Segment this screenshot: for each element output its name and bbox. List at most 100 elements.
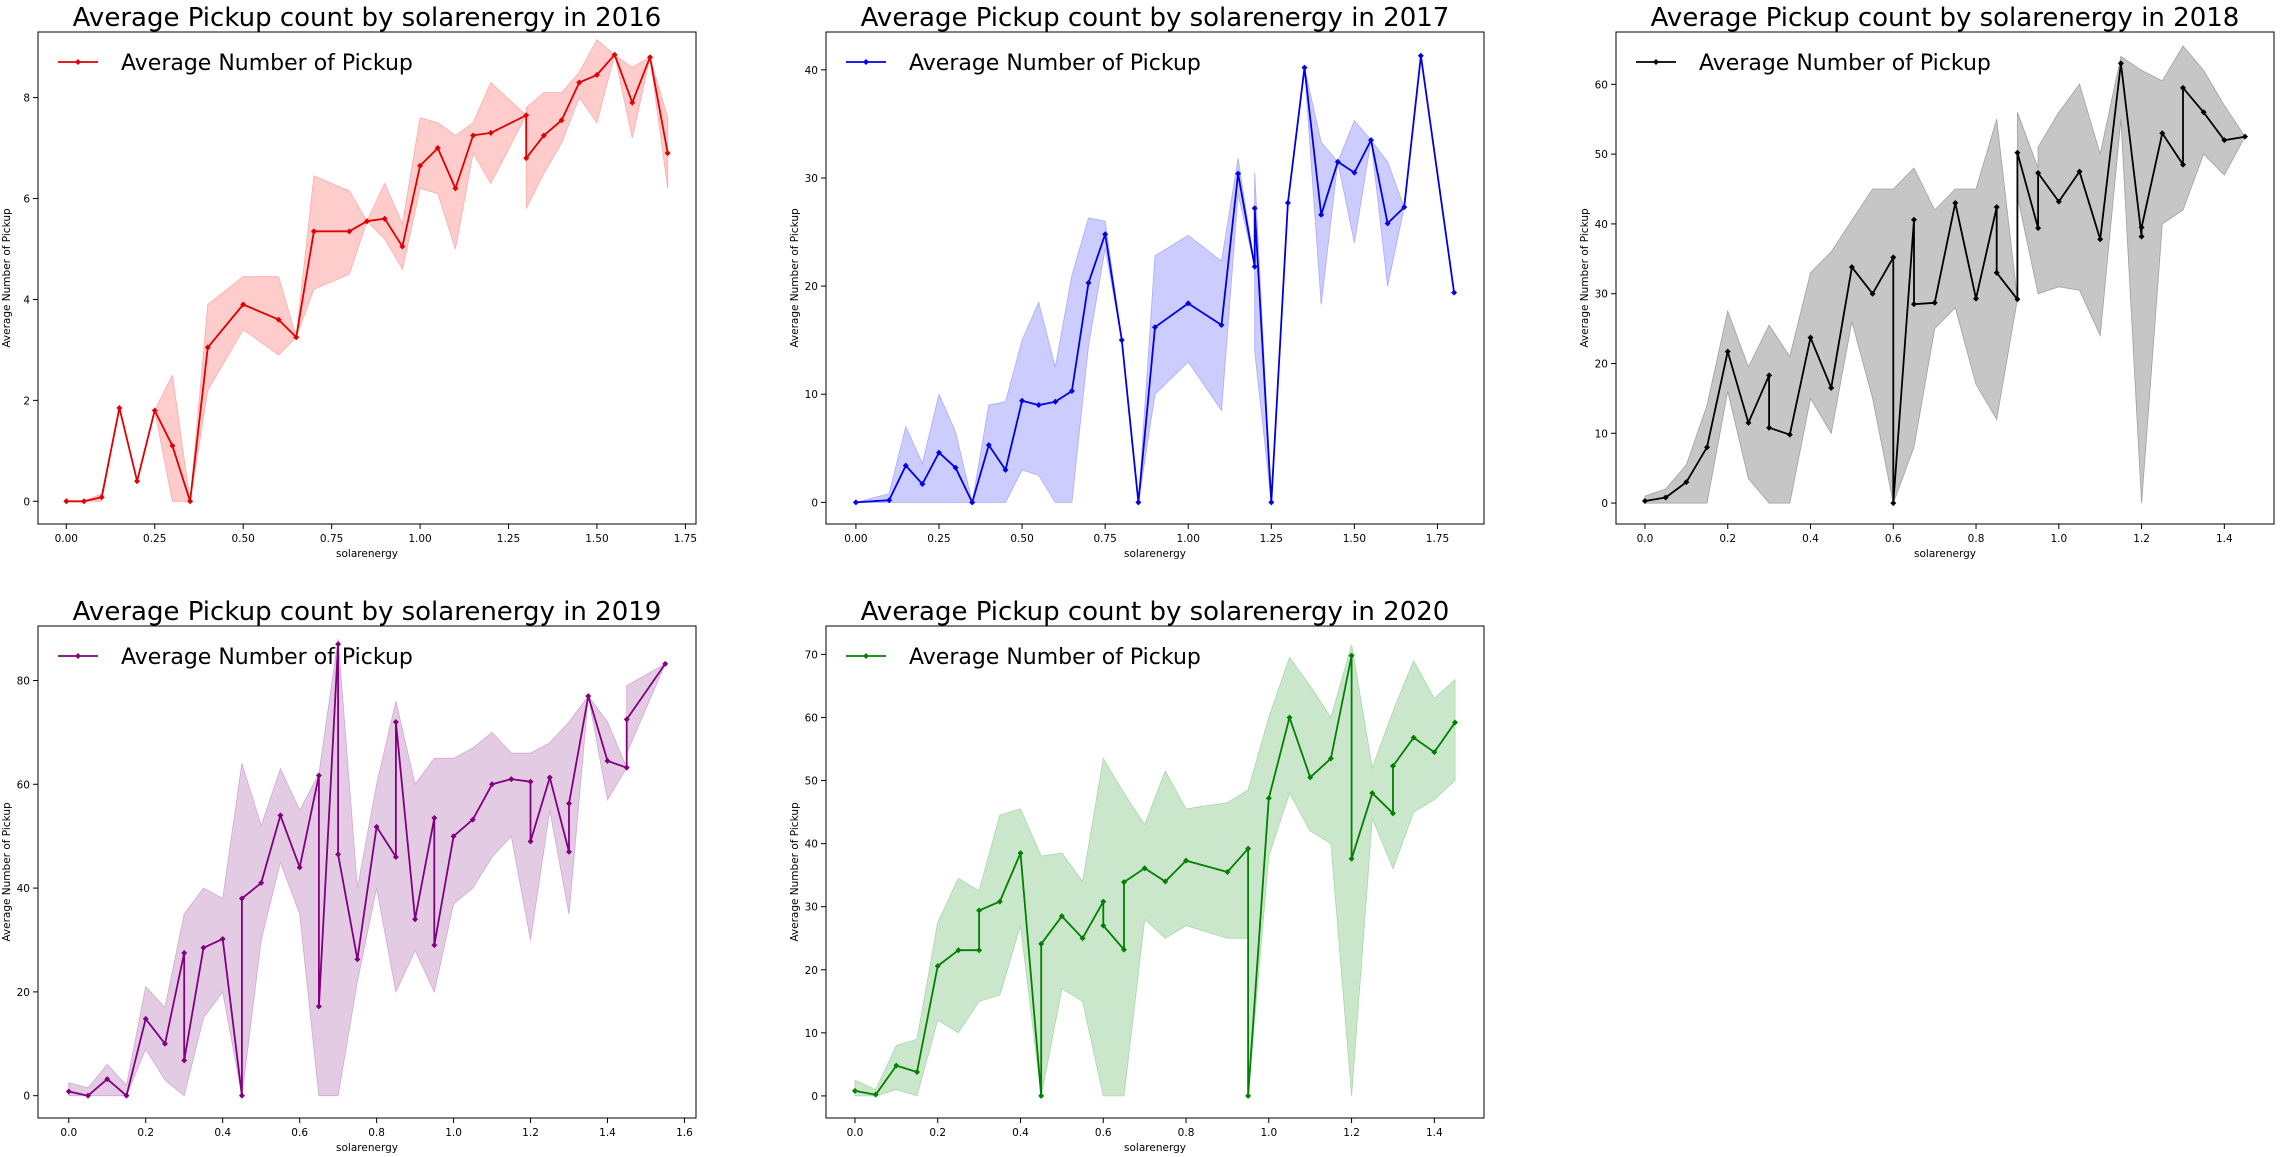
data-point xyxy=(914,1068,921,1075)
x-tick-label: 0.00 xyxy=(844,533,867,545)
y-tick-label: 30 xyxy=(1595,289,1608,301)
data-point xyxy=(585,693,592,700)
data-point xyxy=(2097,236,2104,243)
data-point xyxy=(1451,289,1458,296)
data-point xyxy=(417,162,424,169)
x-tick-label: 1.00 xyxy=(408,533,431,545)
data-point xyxy=(2035,225,2042,232)
confidence-band xyxy=(1644,45,2246,505)
data-point xyxy=(123,1092,130,1099)
x-tick-label: 1.25 xyxy=(497,533,520,545)
y-axis-label: Average Number of Pickup xyxy=(1,208,13,348)
data-point xyxy=(277,812,284,819)
data-point xyxy=(1766,424,1773,431)
data-point xyxy=(161,1040,168,1047)
x-tick-label: 1.50 xyxy=(585,533,608,545)
y-tick-label: 20 xyxy=(805,281,818,293)
data-point xyxy=(1218,322,1225,329)
data-point xyxy=(187,498,194,505)
data-point xyxy=(315,1003,322,1010)
y-axis-label: Average Number of Pickup xyxy=(1579,208,1591,348)
data-point xyxy=(1327,755,1334,762)
data-point xyxy=(1910,216,1917,223)
x-tick-label: 0.4 xyxy=(214,1127,231,1139)
y-axis-label: Average Number of Pickup xyxy=(1,802,13,942)
data-point xyxy=(935,449,942,456)
data-point xyxy=(1683,479,1690,486)
y-tick-label: 20 xyxy=(17,987,30,999)
data-point xyxy=(80,498,87,505)
data-point xyxy=(1401,204,1408,211)
data-point xyxy=(2014,296,2021,303)
y-tick-label: 80 xyxy=(17,675,30,687)
x-axis-label: solarenergy xyxy=(1124,548,1186,560)
series-line xyxy=(855,54,1455,504)
x-tick-label: 1.0 xyxy=(1260,1127,1277,1139)
x-tick-label: 1.4 xyxy=(1426,1127,1443,1139)
data-point xyxy=(1389,763,1396,770)
legend-marker xyxy=(75,59,81,65)
data-point xyxy=(2014,149,2021,156)
data-point xyxy=(527,838,534,845)
data-point xyxy=(1890,500,1897,507)
y-tick-label: 0 xyxy=(811,497,818,509)
data-point xyxy=(450,833,457,840)
x-axis-label: solarenergy xyxy=(336,548,398,560)
data-point xyxy=(1100,898,1107,905)
axes-frame xyxy=(1615,31,2275,525)
subplot-2016: 0.00 0.25 0.50 0.75 1.00 1.25 1.50 1.75 0 2 4 6 8 Ave… xyxy=(1,3,697,560)
data-point xyxy=(976,907,983,914)
subplot-2017: 0.00 0.25 0.50 0.75 1.00 1.25 1.50 1.75 0 10 20 30 4… xyxy=(789,3,1485,560)
data-point xyxy=(293,334,300,341)
data-point xyxy=(1410,734,1417,741)
x-tick-label: 0.8 xyxy=(1178,1127,1195,1139)
data-point xyxy=(238,1092,245,1099)
data-point xyxy=(1993,204,2000,211)
x-tick-label: 0.0 xyxy=(847,1127,864,1139)
x-tick-label: 0.6 xyxy=(1885,533,1902,545)
y-tick-label: 10 xyxy=(1595,428,1608,440)
y-tick-label: 20 xyxy=(805,965,818,977)
data-point xyxy=(434,145,441,152)
y-tick-label: 60 xyxy=(1595,79,1608,91)
data-point xyxy=(952,464,959,471)
data-point xyxy=(240,301,247,308)
data-point xyxy=(902,462,909,469)
data-point xyxy=(919,480,926,487)
data-point xyxy=(1389,810,1396,817)
data-point xyxy=(1058,913,1065,920)
x-tick-label: 0.25 xyxy=(143,533,166,545)
legend-label: Average Number of Pickup xyxy=(1699,51,1991,76)
y-tick-label: 60 xyxy=(17,779,30,791)
data-point xyxy=(508,776,515,783)
data-point xyxy=(1431,749,1438,756)
data-point xyxy=(1351,169,1358,176)
x-tick-label: 1.00 xyxy=(1177,533,1200,545)
x-tick-label: 0.6 xyxy=(1095,1127,1112,1139)
data-point xyxy=(1038,1092,1045,1099)
data-point xyxy=(527,778,534,785)
data-point xyxy=(1368,137,1375,144)
y-axis-label: Average Number of Pickup xyxy=(789,802,801,942)
data-point xyxy=(335,851,342,858)
data-point xyxy=(1079,935,1086,942)
data-point xyxy=(2035,169,2042,176)
data-point xyxy=(1265,795,1272,802)
y-tick-label: 70 xyxy=(805,649,818,661)
data-point xyxy=(1268,499,1275,506)
data-point xyxy=(470,132,477,139)
data-point xyxy=(2200,109,2207,116)
data-point xyxy=(1224,869,1231,875)
chart-title: Average Pickup count by solarenergy in 2… xyxy=(73,597,662,627)
data-point xyxy=(893,1062,900,1069)
data-point xyxy=(623,764,630,771)
x-tick-label: 0.2 xyxy=(929,1127,946,1139)
data-point xyxy=(1973,295,1980,302)
legend-label: Average Number of Pickup xyxy=(121,51,413,76)
x-tick-label: 1.75 xyxy=(674,533,697,545)
data-point xyxy=(104,1076,111,1083)
legend-marker xyxy=(863,653,869,659)
confidence-band xyxy=(854,644,1456,1097)
data-point xyxy=(2138,233,2145,240)
data-point xyxy=(151,407,158,414)
